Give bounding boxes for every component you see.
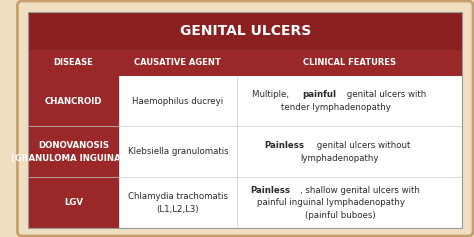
Text: lymphadenopathy: lymphadenopathy <box>301 154 379 163</box>
Bar <box>28 127 119 177</box>
Text: DISEASE: DISEASE <box>54 58 93 67</box>
Bar <box>119 177 237 228</box>
Text: painful: painful <box>302 90 336 99</box>
Bar <box>28 177 119 228</box>
Text: DONOVANOSIS: DONOVANOSIS <box>38 141 109 150</box>
Text: Klebsiella granulomatis: Klebsiella granulomatis <box>128 147 228 156</box>
Text: GENITAL ULCERS: GENITAL ULCERS <box>180 24 311 38</box>
Text: (painful buboes): (painful buboes) <box>305 211 376 220</box>
Bar <box>119 127 237 177</box>
Bar <box>28 50 463 76</box>
Text: painful inguinal lymphadenopathy: painful inguinal lymphadenopathy <box>257 198 405 207</box>
Text: LGV: LGV <box>64 198 83 207</box>
Text: Multiple,: Multiple, <box>252 90 292 99</box>
Bar <box>28 12 463 50</box>
Text: Haemophilus ducreyi: Haemophilus ducreyi <box>132 97 223 106</box>
Text: Painless: Painless <box>264 141 304 150</box>
Text: CAUSATIVE AGENT: CAUSATIVE AGENT <box>135 58 221 67</box>
Text: (L1,L2,L3): (L1,L2,L3) <box>156 205 199 214</box>
Text: (GRANULOMA INGUINALE): (GRANULOMA INGUINALE) <box>11 154 136 163</box>
Text: genital ulcers without: genital ulcers without <box>314 141 411 150</box>
Text: , shallow genital ulcers with: , shallow genital ulcers with <box>300 186 419 195</box>
Text: CHANCROID: CHANCROID <box>45 97 102 106</box>
Bar <box>28 76 119 127</box>
Text: Chlamydia trachomatis: Chlamydia trachomatis <box>128 192 228 201</box>
Bar <box>237 127 463 177</box>
Text: tender lymphadenopathy: tender lymphadenopathy <box>281 103 391 112</box>
Bar <box>119 76 237 127</box>
Text: genital ulcers with: genital ulcers with <box>344 90 427 99</box>
Bar <box>237 76 463 127</box>
Text: Painless: Painless <box>250 186 290 195</box>
FancyBboxPatch shape <box>18 1 473 236</box>
Bar <box>237 177 463 228</box>
Text: CLINICAL FEATURES: CLINICAL FEATURES <box>303 58 396 67</box>
